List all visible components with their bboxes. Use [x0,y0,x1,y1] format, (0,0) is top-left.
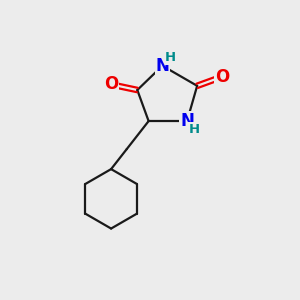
Text: H: H [165,51,176,64]
Text: O: O [215,68,230,86]
Text: H: H [189,123,200,136]
Text: N: N [155,57,170,75]
Text: N: N [180,112,194,130]
Text: O: O [104,75,118,93]
